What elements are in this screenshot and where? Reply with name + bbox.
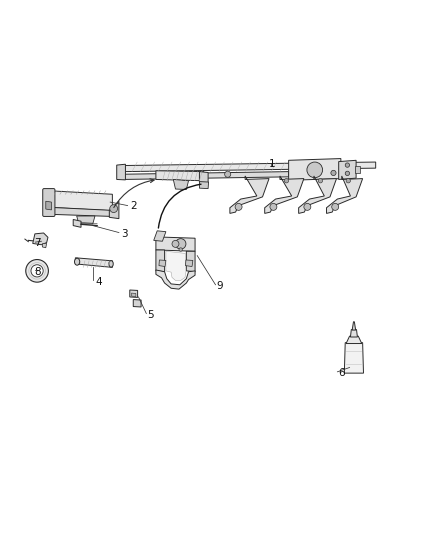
Text: 2: 2 xyxy=(130,201,136,212)
Polygon shape xyxy=(199,172,208,182)
Polygon shape xyxy=(355,166,360,173)
Polygon shape xyxy=(154,231,166,241)
Polygon shape xyxy=(73,220,81,228)
Circle shape xyxy=(172,240,179,247)
Polygon shape xyxy=(159,260,166,266)
Polygon shape xyxy=(75,258,113,268)
Circle shape xyxy=(176,239,186,249)
FancyBboxPatch shape xyxy=(43,189,55,216)
Polygon shape xyxy=(49,207,113,216)
Polygon shape xyxy=(133,300,141,307)
Polygon shape xyxy=(346,336,362,344)
Polygon shape xyxy=(230,176,269,213)
Polygon shape xyxy=(326,176,363,213)
Text: 6: 6 xyxy=(339,368,345,378)
Polygon shape xyxy=(299,176,336,213)
Circle shape xyxy=(318,179,322,183)
Text: 1: 1 xyxy=(269,159,276,169)
Circle shape xyxy=(304,204,311,211)
Circle shape xyxy=(225,171,231,177)
Polygon shape xyxy=(352,322,356,330)
Polygon shape xyxy=(156,270,195,289)
Polygon shape xyxy=(173,180,188,189)
Polygon shape xyxy=(344,343,364,373)
Polygon shape xyxy=(156,171,204,181)
Circle shape xyxy=(110,205,117,213)
Ellipse shape xyxy=(74,258,80,265)
Polygon shape xyxy=(289,158,341,180)
Polygon shape xyxy=(77,216,95,224)
Circle shape xyxy=(26,260,48,282)
Ellipse shape xyxy=(109,261,113,267)
Polygon shape xyxy=(123,172,289,180)
Polygon shape xyxy=(265,176,304,213)
Text: 5: 5 xyxy=(147,310,154,320)
Circle shape xyxy=(332,204,339,211)
Circle shape xyxy=(345,163,350,167)
Polygon shape xyxy=(46,201,51,210)
Text: 8: 8 xyxy=(34,266,41,277)
Ellipse shape xyxy=(194,174,205,178)
Circle shape xyxy=(346,179,350,183)
Polygon shape xyxy=(339,160,356,180)
Circle shape xyxy=(235,204,242,211)
Text: 9: 9 xyxy=(217,281,223,291)
Polygon shape xyxy=(131,293,136,296)
Polygon shape xyxy=(110,201,119,219)
Polygon shape xyxy=(185,260,193,266)
Polygon shape xyxy=(123,162,376,172)
Text: 4: 4 xyxy=(95,277,102,287)
Text: 7: 7 xyxy=(34,238,41,247)
Circle shape xyxy=(307,162,322,177)
Polygon shape xyxy=(350,329,357,337)
Polygon shape xyxy=(156,250,165,272)
Polygon shape xyxy=(33,233,48,245)
Polygon shape xyxy=(42,244,47,248)
Polygon shape xyxy=(166,251,186,280)
Polygon shape xyxy=(130,290,138,297)
Text: 3: 3 xyxy=(121,229,128,239)
Polygon shape xyxy=(156,237,195,251)
Circle shape xyxy=(31,265,43,277)
Circle shape xyxy=(179,248,183,251)
Circle shape xyxy=(345,171,350,175)
Circle shape xyxy=(284,179,289,183)
Circle shape xyxy=(331,171,336,175)
Polygon shape xyxy=(49,191,113,211)
Polygon shape xyxy=(186,251,195,272)
Polygon shape xyxy=(199,182,208,189)
Polygon shape xyxy=(117,164,125,180)
Circle shape xyxy=(270,204,277,211)
FancyArrowPatch shape xyxy=(114,179,154,207)
